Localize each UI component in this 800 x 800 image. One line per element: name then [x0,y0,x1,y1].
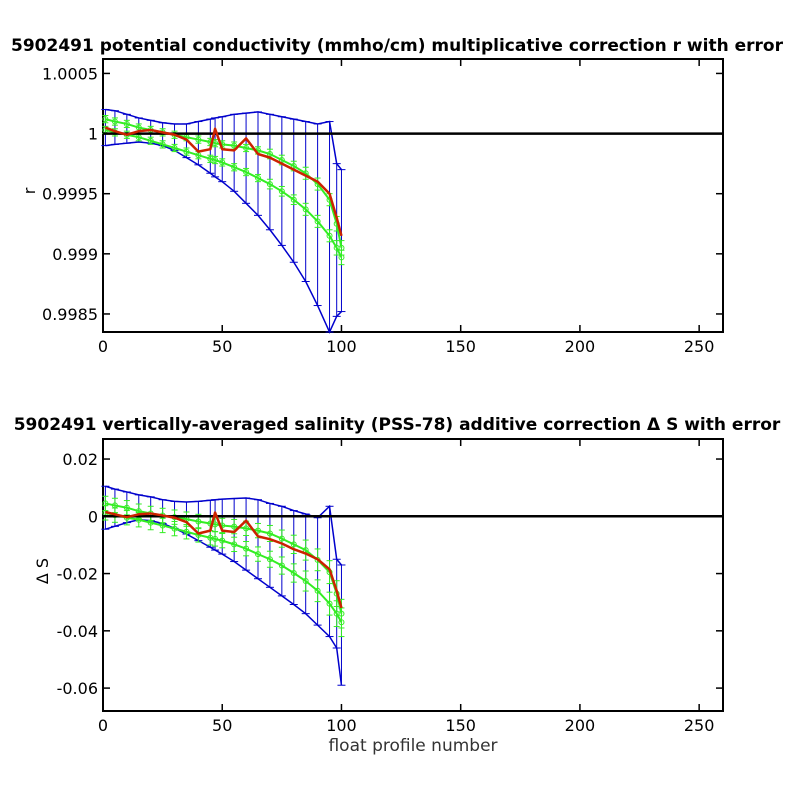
y-tick-label: 0.02 [62,450,98,469]
green-point [338,254,345,261]
x-axis-label: float profile number [328,736,497,756]
y-tick-label: 0.9985 [42,305,98,324]
y-tick-label: -0.04 [57,622,98,641]
green-point [333,244,340,251]
axes-frame [102,438,724,712]
y-tick-label: 0.999 [52,245,98,264]
x-tick-label: 250 [684,337,715,356]
plot-area: -0.06 -0.04 -0.02 0 0.02 0 50 100 150 200 250 [57,438,724,735]
green-point [290,569,297,576]
green-point [333,610,340,617]
axes-frame [102,58,724,333]
y-tick-label: -0.02 [57,565,98,584]
green-point [266,181,273,188]
panel-salinity-correction: 5902491 vertically-averaged salinity (PS… [14,415,781,756]
x-tick-label: 150 [445,337,476,356]
x-tick-label: 150 [445,716,476,735]
x-tick-label: 200 [565,337,596,356]
y-tick-label: 1.0005 [42,64,98,83]
x-tick-label: 250 [684,716,715,735]
blue-envelope-line [105,518,343,686]
green-point [314,218,321,225]
x-tick-label: 0 [98,337,108,356]
green-point [338,619,345,626]
green-point [302,206,309,213]
green-point [278,562,285,569]
estimate-line [104,126,343,237]
plot-area: 0.9985 0.999 0.9995 1 1.0005 0 50 100 150 200 250 [42,58,724,356]
green-series-line [105,128,343,258]
x-tick-label: 50 [212,716,232,735]
green-point [326,600,333,607]
blue-envelope-line [105,141,342,334]
y-tick-label: 0.9995 [42,185,98,204]
green-point [326,232,333,239]
x-tick-label: 50 [212,337,232,356]
x-tick-label: 100 [326,716,357,735]
y-tick-label: 0 [88,507,98,526]
x-tick-label: 200 [565,716,596,735]
green-point [314,587,321,594]
y-axis-label: r [20,187,39,194]
x-tick-label: 0 [98,716,108,735]
y-tick-label: -0.06 [57,679,98,698]
y-axis-label: Δ S [33,558,52,584]
chart-title: 5902491 potential conductivity (mmho/cm)… [11,36,784,56]
green-point [290,541,297,548]
estimate-line [105,510,343,609]
blue-envelope-line [105,108,343,171]
x-tick-label: 100 [326,337,357,356]
y-tick-label: 1 [88,125,98,144]
green-point [302,578,309,585]
chart-title: 5902491 vertically-averaged salinity (PS… [14,415,781,435]
panel-conductivity-correction: 5902491 potential conductivity (mmho/cm)… [11,36,784,356]
green-point [278,188,285,195]
green-point [255,175,261,182]
green-series-line [105,511,343,623]
green-point [290,196,297,203]
